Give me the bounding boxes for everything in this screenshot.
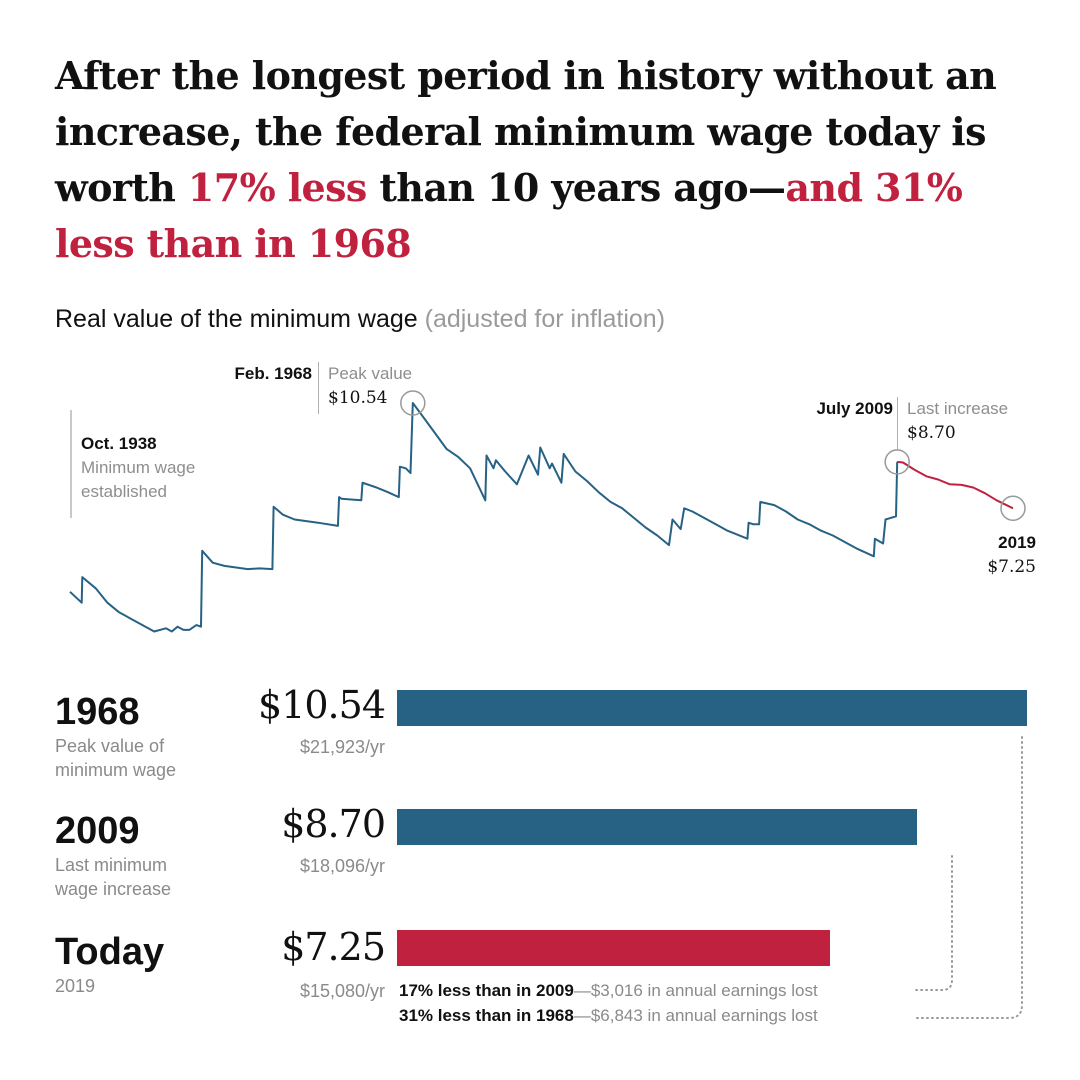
bar-2009 [397,809,918,845]
row-1968-annual: $21,923/yr [299,737,385,757]
headline-text: After the longest period in history with… [55,53,997,210]
row-2009-label: 2009 Last minimum wage increase [55,809,171,901]
row-2009-value: $8.70 [281,802,386,846]
row-2009-annual: $18,096/yr [299,856,385,876]
highlight-circle-2 [1000,495,1026,522]
annotation-start-line1: Minimum wage [81,458,196,477]
row-desc-2: minimum wage [55,760,177,780]
row-1968-value: $10.54 [258,683,386,727]
bar-today [397,930,831,966]
note-1968: 31% less than in 1968—$6,843 in annual e… [399,1006,818,1026]
row-year: 1968 [55,691,140,733]
annotation-today-date: 2019 [998,533,1036,552]
annotation-last-label: Last increase [907,399,1009,418]
row-year: 2009 [55,810,140,852]
headline-highlight-31: and 31% less than in 1968 [55,165,963,266]
headline: After the longest period in history with… [55,48,1045,272]
note-2009: 17% less than in 2009—$3,016 in annual e… [399,981,818,1001]
annotation-last-date-wrap: July 2009 [790,397,893,421]
note-2009-bold: 17% less than in 2009 [399,981,574,1000]
annotation-peak-date-wrap: Feb. 1968 [219,362,313,386]
annotation-peak-label: Peak value [328,364,413,383]
annotation-start-line2: established [81,482,168,501]
series-line-blue [69,402,899,633]
annotation-start-date: Oct. 1938 [81,434,157,453]
annotation-peak-value: $10.54 [328,388,388,408]
row-desc-1: Peak value of [55,736,165,756]
headline-highlight-17: 17% less [187,165,367,210]
annotation-last-date: July 2009 [816,399,893,418]
chart-subtitle: Real value of the minimum wage (adjusted… [55,305,665,334]
row-year: Today [55,931,165,973]
row-desc-2: wage increase [55,879,172,899]
series-line-red [897,460,1014,510]
row-today-value: $7.25 [281,925,386,969]
annotation-peak-date: Feb. 1968 [234,364,313,383]
note-1968-bold: 31% less than in 1968 [399,1006,574,1025]
annotation-today: 2019 $7.25 [960,531,1036,579]
line-chart [69,390,1026,633]
row-today-annual: $15,080/yr [299,981,385,1001]
row-1968-label: 1968 Peak value of minimum wage [55,690,176,782]
annotation-last: Last increase $8.70 [897,397,1008,451]
subtitle-main: Real value of the minimum wage [55,305,418,333]
row-desc-1: 2019 [55,976,96,996]
annotation-start: Oct. 1938 Minimum wage established [70,410,195,518]
headline-text-2: than 10 years ago— [366,165,786,210]
connector-1968 [913,736,1023,1019]
connector-2009 [913,855,953,991]
note-2009-rest: —$3,016 in annual earnings lost [573,981,818,1000]
row-desc-1: Last minimum [55,855,168,875]
annotation-last-value: $8.70 [907,423,956,443]
note-1968-rest: —$6,843 in annual earnings lost [573,1006,818,1025]
annotation-peak: Peak value $10.54 [318,362,412,414]
row-today-label: Today 2019 [55,930,164,998]
annotation-today-value: $7.25 [987,557,1036,577]
subtitle-muted: (adjusted for inflation) [424,305,666,333]
bar-1968 [397,690,1027,726]
highlight-circle-0 [400,390,426,416]
